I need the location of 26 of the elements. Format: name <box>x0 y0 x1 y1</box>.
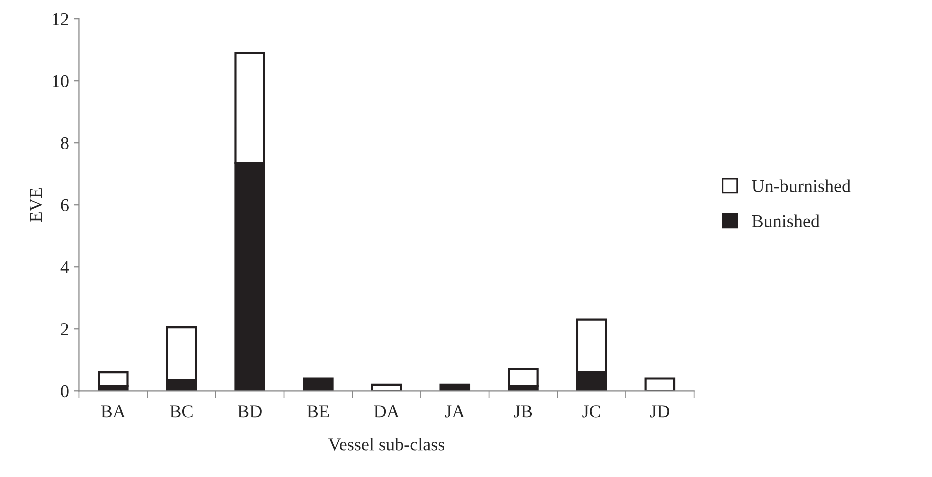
y-tick-label: 10 <box>53 75 69 88</box>
x-tick-label: JD <box>650 406 670 418</box>
y-tick-label: 0 <box>61 385 69 398</box>
x-tick-label: BE <box>307 406 330 418</box>
x-tick-label: JC <box>582 406 600 418</box>
y-tick-label: 8 <box>61 137 69 150</box>
legend-label: Bunished <box>752 214 820 228</box>
y-axis-title: EVE <box>30 188 42 222</box>
x-axis-title: Vessel sub-class <box>328 438 445 451</box>
x-tick-label: BC <box>170 406 193 418</box>
y-tick-label: 6 <box>61 199 69 212</box>
bar <box>371 384 402 392</box>
x-tick-label: JB <box>514 406 532 418</box>
bar <box>440 384 471 392</box>
bar <box>303 378 334 392</box>
x-tick-label: JA <box>445 406 466 418</box>
y-tick-label: 12 <box>53 13 68 26</box>
bar <box>98 371 129 388</box>
bar <box>508 368 539 388</box>
x-tick-label: DA <box>374 406 400 418</box>
x-tick-label: BD <box>238 406 262 418</box>
y-tick-label: 2 <box>61 323 68 336</box>
legend-label: Un-burnished <box>752 180 851 192</box>
x-tick-label: BA <box>101 406 126 418</box>
y-tick-label: 4 <box>60 262 70 274</box>
bar <box>644 378 676 392</box>
